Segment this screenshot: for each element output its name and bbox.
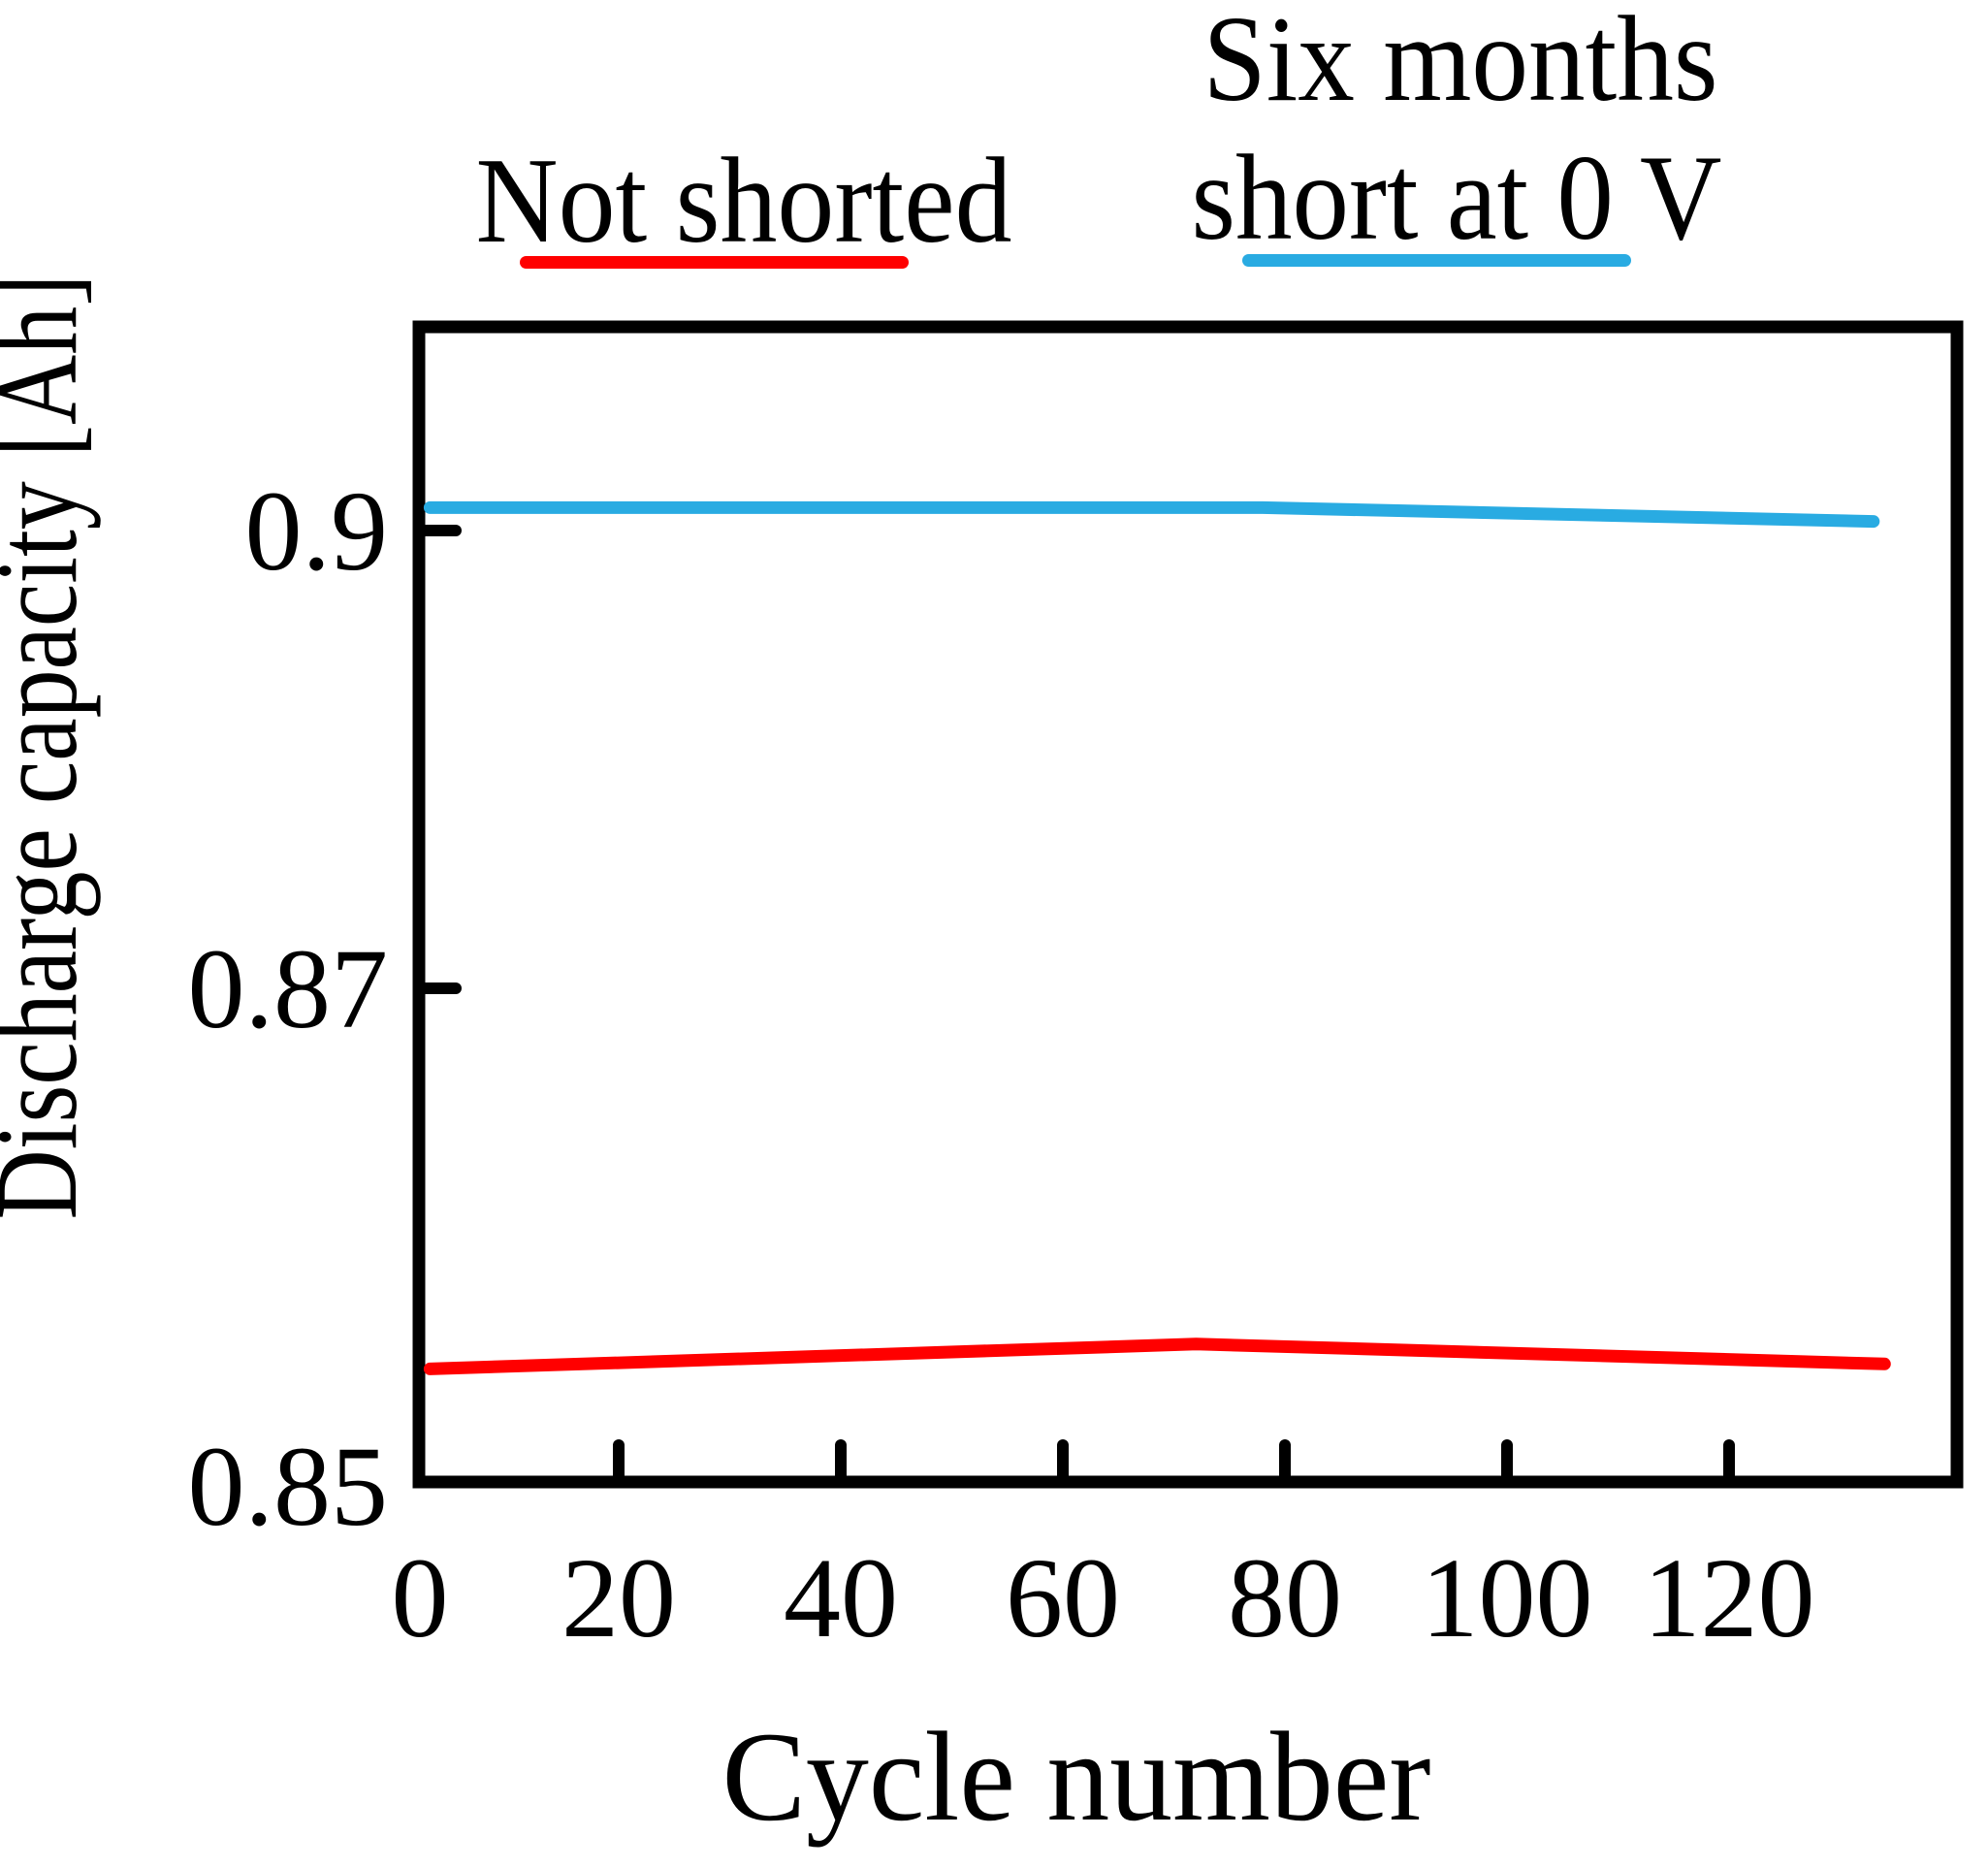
x-tick-label-20: 20 (561, 1534, 676, 1661)
y-tick-label-0.85: 0.85 (188, 1423, 389, 1550)
y-axis-title: Discharge capacity [Ah] (0, 274, 101, 1220)
plot-border (412, 320, 1964, 1489)
y-tick-label-0.87: 0.87 (188, 925, 389, 1052)
series-line-not-shorted (423, 1337, 1891, 1375)
x-tick-label-40: 40 (784, 1534, 898, 1661)
legend-underline-red (520, 256, 909, 269)
x-tick-label-0: 0 (392, 1534, 449, 1661)
x-tick-label-100: 100 (1422, 1534, 1593, 1661)
series-line-six-months-short-at-0-v (423, 500, 1880, 529)
x-tick-label-60: 60 (1006, 1534, 1120, 1661)
x-axis-title: Cycle number (722, 1705, 1431, 1848)
x-tick-label-80: 80 (1228, 1534, 1342, 1661)
legend-entry-six-months-short: Six months short at 0 V (1192, 0, 1722, 267)
legend-label-not-shorted: Not shorted (476, 134, 1012, 269)
legend-label-six-months-line2: short at 0 V (1192, 131, 1722, 266)
tick-labels: 0 20 40 60 80 100 120 0.9 0.87 0.85 (188, 467, 1815, 1661)
legend-label-six-months-line1: Six months (1203, 0, 1718, 127)
x-tick-label-120: 120 (1644, 1534, 1815, 1661)
legend-entry-not-shorted: Not shorted (476, 134, 1012, 269)
tick-marks (415, 525, 1735, 1486)
y-tick-label-0.9: 0.9 (245, 467, 389, 595)
series-lines (423, 500, 1891, 1375)
legend-underline-blue (1242, 254, 1631, 267)
